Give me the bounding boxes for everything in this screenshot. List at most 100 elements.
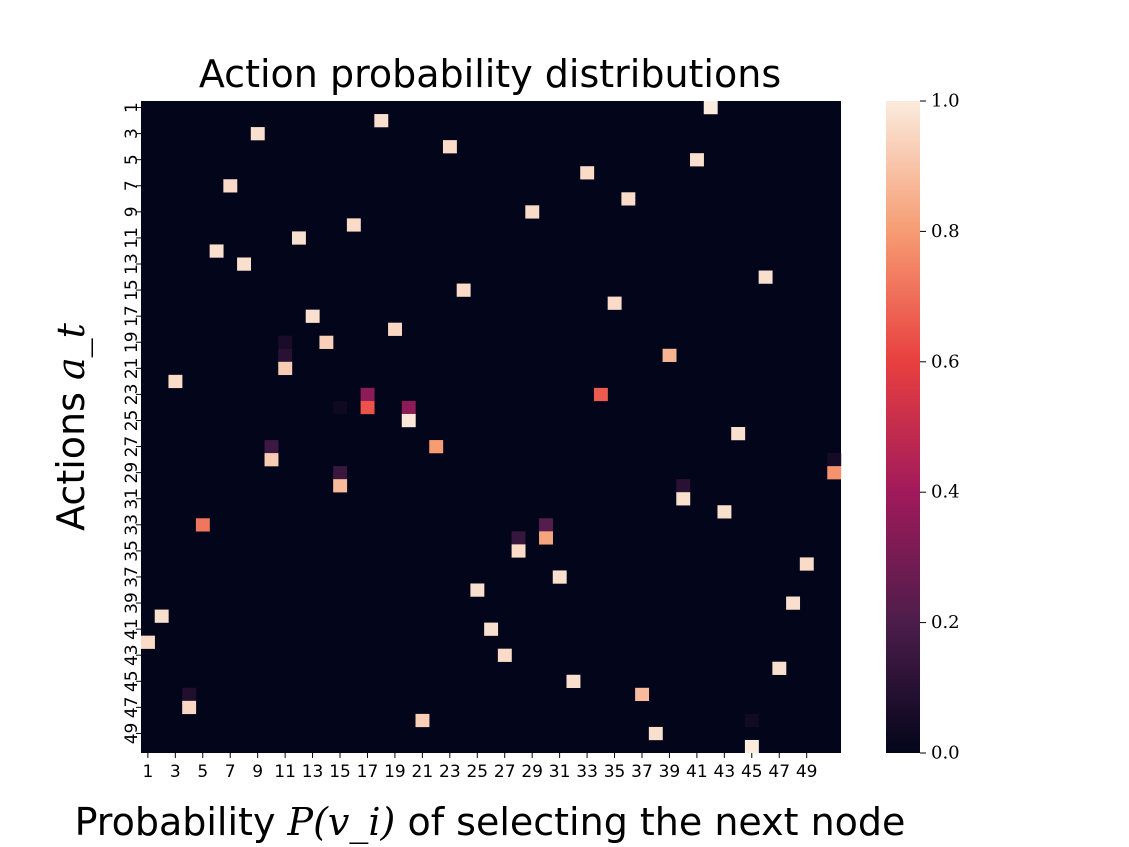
y-tick-label: 21 bbox=[122, 357, 142, 379]
heatmap-cell bbox=[511, 544, 526, 558]
colorbar-tick-label: 0.2 bbox=[931, 612, 960, 633]
x-axis-label-pre: Probability bbox=[75, 800, 288, 844]
heatmap-cell bbox=[141, 635, 155, 649]
heatmap-cell bbox=[415, 713, 430, 728]
heatmap-cell bbox=[305, 309, 320, 323]
heatmap-cell bbox=[648, 726, 663, 741]
heatmap-cell bbox=[346, 218, 361, 232]
x-tick-label: 11 bbox=[274, 762, 296, 782]
heatmap-cell bbox=[786, 596, 801, 610]
y-tick-label: 49 bbox=[122, 723, 142, 745]
heatmap-cell bbox=[401, 413, 416, 428]
heatmap-cell bbox=[676, 479, 691, 493]
x-tick-label: 39 bbox=[659, 762, 681, 782]
heatmap-cell bbox=[593, 387, 608, 402]
heatmap-cell bbox=[731, 427, 746, 441]
heatmap-cell bbox=[662, 348, 677, 362]
x-tick-label: 13 bbox=[302, 762, 324, 782]
x-axis-label-math: P(v_i) bbox=[287, 800, 396, 845]
x-tick-label: 37 bbox=[631, 762, 653, 782]
y-tick-label: 7 bbox=[122, 180, 142, 191]
heatmap-cell bbox=[497, 648, 512, 662]
heatmap-cell bbox=[237, 257, 252, 271]
y-tick-label: 5 bbox=[122, 154, 142, 165]
y-tick-label: 9 bbox=[122, 206, 142, 217]
heatmap-cell bbox=[758, 270, 773, 284]
heatmap-cell bbox=[772, 661, 787, 675]
y-tick-label: 39 bbox=[122, 592, 142, 614]
y-tick-label: 29 bbox=[122, 462, 142, 484]
y-tick-label: 23 bbox=[122, 384, 142, 406]
heatmap-cell bbox=[442, 140, 457, 154]
heatmap-cells bbox=[141, 101, 842, 754]
heatmap-cell bbox=[635, 687, 650, 702]
y-axis-label-math: a_t bbox=[49, 322, 94, 380]
y-tick-label: 3 bbox=[122, 128, 142, 139]
heatmap-cell bbox=[580, 166, 595, 180]
heatmap-cell bbox=[621, 192, 636, 206]
y-tick-label: 45 bbox=[122, 670, 142, 692]
y-tick-label: 31 bbox=[122, 488, 142, 510]
y-tick-label: 47 bbox=[122, 697, 142, 719]
y-tick-label: 25 bbox=[122, 410, 142, 432]
x-tick-label: 1 bbox=[142, 762, 153, 782]
y-tick-label: 1 bbox=[122, 102, 142, 113]
x-tick-label: 19 bbox=[384, 762, 406, 782]
x-tick-label: 15 bbox=[329, 762, 351, 782]
y-axis-label: Actions a_t bbox=[49, 322, 94, 531]
heatmap-cell bbox=[223, 179, 238, 193]
y-tick-label: 13 bbox=[122, 253, 142, 275]
heatmap-cell bbox=[154, 609, 169, 623]
y-tick-label: 41 bbox=[122, 618, 142, 640]
y-axis-label-text: Actions bbox=[49, 380, 93, 531]
heatmap-cell bbox=[195, 518, 210, 532]
x-axis-ticks: 1 3 5 7 9 11 13 15 17 19 21 23 25 27 29 31 33 35 37 39 41 43 4… bbox=[142, 753, 818, 782]
x-tick-label: 31 bbox=[549, 762, 571, 782]
y-tick-label: 19 bbox=[122, 331, 142, 353]
heatmap-cell bbox=[250, 127, 265, 141]
heatmap-cell bbox=[209, 244, 224, 258]
heatmap-cell bbox=[388, 322, 402, 336]
y-tick-label: 43 bbox=[122, 644, 142, 666]
y-tick-label: 11 bbox=[122, 227, 142, 249]
heatmap-cell bbox=[717, 505, 732, 519]
colorbar-tick-label: 0.8 bbox=[931, 221, 960, 242]
heatmap-cell bbox=[511, 531, 526, 545]
heatmap-cell bbox=[827, 466, 842, 480]
y-tick-label: 35 bbox=[122, 540, 142, 562]
x-tick-label: 45 bbox=[741, 762, 763, 782]
heatmap-cell bbox=[539, 518, 553, 532]
heatmap-cell bbox=[182, 687, 197, 702]
x-tick-label: 27 bbox=[494, 762, 516, 782]
heatmap-cell bbox=[333, 479, 348, 493]
x-tick-label: 43 bbox=[714, 762, 736, 782]
x-tick-label: 9 bbox=[252, 762, 263, 782]
y-tick-label: 27 bbox=[122, 436, 142, 458]
x-tick-label: 29 bbox=[521, 762, 543, 782]
colorbar bbox=[886, 101, 920, 753]
heatmap-area bbox=[141, 101, 841, 753]
heatmap-cell bbox=[429, 440, 444, 454]
heatmap-cell bbox=[182, 700, 197, 715]
heatmap-cell bbox=[456, 283, 471, 297]
x-tick-label: 7 bbox=[225, 762, 236, 782]
heatmap-cell bbox=[676, 492, 691, 506]
x-tick-label: 33 bbox=[576, 762, 598, 782]
heatmap-cell bbox=[278, 348, 293, 362]
heatmap-cell bbox=[374, 114, 389, 128]
heatmap-cell bbox=[333, 400, 348, 415]
heatmap-cell bbox=[744, 713, 759, 728]
x-tick-label: 21 bbox=[412, 762, 434, 782]
x-tick-label: 23 bbox=[439, 762, 461, 782]
x-tick-label: 35 bbox=[604, 762, 626, 782]
heatmap-cell bbox=[319, 335, 334, 349]
chart-title: Action probability distributions bbox=[199, 52, 781, 96]
x-tick-label: 25 bbox=[466, 762, 488, 782]
heatmap-cell bbox=[744, 739, 759, 754]
heatmap-cell bbox=[264, 453, 279, 467]
x-tick-label: 41 bbox=[686, 762, 708, 782]
x-tick-label: 49 bbox=[796, 762, 818, 782]
heatmap-cell bbox=[827, 453, 842, 467]
